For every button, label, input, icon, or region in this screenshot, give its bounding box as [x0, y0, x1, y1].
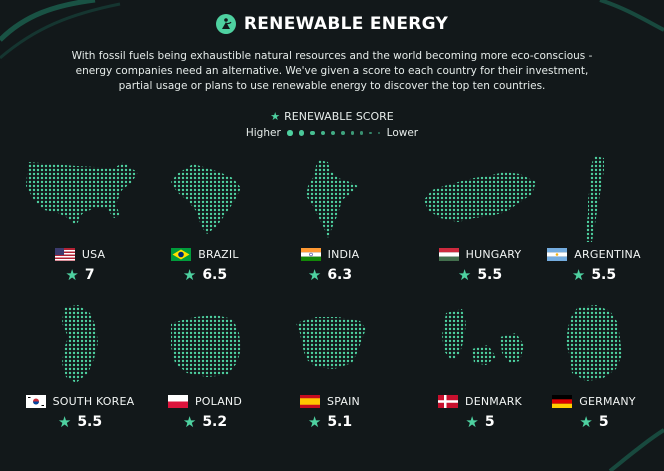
star-icon: ★	[465, 413, 479, 431]
country-name: INDIA	[327, 247, 360, 261]
eco-person-icon	[215, 14, 236, 34]
star-icon: ★	[307, 266, 322, 284]
poland-map	[171, 315, 241, 377]
country-card-india: INDIA ★ 6.3	[266, 156, 394, 285]
country-name: HUNGARY	[465, 247, 522, 261]
argentina-map	[586, 156, 604, 242]
country-name: USA	[81, 247, 106, 261]
country-card-poland: POLAND ★ 5.2	[141, 303, 269, 432]
country-name: BRAZIL	[198, 247, 239, 261]
country-card-south-korea: SOUTH KOREA ★ 5.5	[16, 303, 144, 432]
south-korea-map	[62, 305, 98, 383]
country-score: 5.1	[327, 414, 353, 430]
scale-dot	[331, 130, 336, 136]
country-score: 5.5	[77, 414, 103, 430]
star-icon: ★	[65, 266, 79, 284]
star-icon: ★	[182, 266, 197, 284]
scale-dot	[320, 130, 325, 136]
country-score: 5.5	[591, 267, 617, 283]
page-title: RENEWABLE ENERGY	[243, 14, 449, 34]
usa-map	[26, 162, 138, 226]
star-icon: ★	[457, 266, 472, 284]
spain-map	[296, 317, 366, 369]
hungary-map	[424, 172, 536, 222]
scale-dot	[309, 130, 315, 136]
country-score: 7	[84, 267, 95, 283]
denmark-map	[442, 309, 524, 365]
intro-text: With fossil fuels being exhaustible natu…	[71, 50, 593, 92]
us-flag-icon	[54, 247, 75, 261]
scale-dot	[377, 131, 381, 135]
country-name: ARGENTINA	[574, 247, 641, 261]
score-scale: Higher Lower	[0, 127, 664, 139]
country-score: 5	[484, 414, 495, 430]
country-card-germany: GERMANY ★ 5	[530, 303, 658, 432]
star-icon: ★	[571, 266, 586, 284]
germany-flag-icon	[552, 394, 573, 408]
scale-dot	[360, 131, 364, 135]
poland-flag-icon	[167, 394, 188, 408]
header: RENEWABLE ENERGY	[0, 14, 664, 35]
spain-flag-icon	[300, 394, 321, 408]
star-icon: ★	[57, 413, 72, 431]
scale-dot	[369, 131, 372, 135]
germany-map	[566, 305, 622, 381]
star-icon: ★	[270, 110, 281, 123]
star-icon: ★	[307, 413, 322, 431]
country-name: GERMANY	[579, 394, 636, 408]
country-score: 5.5	[477, 267, 503, 283]
country-card-usa: USA ★ 7	[16, 156, 144, 285]
country-name: SOUTH KOREA	[52, 394, 135, 408]
country-score: 5.2	[202, 414, 228, 430]
brazil-map	[171, 164, 241, 234]
higher-label: Higher	[245, 127, 281, 139]
country-card-argentina: ARGENTINA ★ 5.5	[530, 156, 658, 285]
denmark-flag-icon	[438, 394, 459, 408]
country-score: 5	[598, 414, 609, 430]
scale-dot	[298, 130, 304, 136]
country-card-brazil: BRAZIL ★ 6.5	[141, 156, 269, 285]
country-name: DENMARK	[465, 394, 522, 408]
country-score: 6.3	[327, 267, 353, 283]
hungary-flag-icon	[438, 247, 459, 261]
india-map	[306, 160, 358, 238]
scale-dot	[287, 130, 293, 136]
star-icon: ★	[579, 413, 593, 431]
country-name: POLAND	[194, 394, 243, 408]
argentina-flag-icon	[547, 247, 568, 261]
scale-dot	[341, 131, 345, 135]
country-card-spain: SPAIN ★ 5.1	[266, 303, 394, 432]
legend-title: ★ RENEWABLE SCORE	[270, 110, 394, 123]
country-score: 6.5	[202, 267, 228, 283]
star-icon: ★	[182, 413, 197, 431]
scale-dot	[350, 131, 355, 135]
scale-dots	[284, 127, 383, 139]
india-flag-icon	[300, 247, 321, 261]
country-card-hungary: HUNGARY ★ 5.5	[416, 156, 544, 285]
country-card-denmark: DENMARK ★ 5	[416, 303, 544, 432]
lower-label: Lower	[386, 127, 419, 139]
south-korea-flag-icon	[25, 394, 46, 408]
brazil-flag-icon	[171, 247, 192, 261]
country-name: SPAIN	[327, 394, 360, 408]
